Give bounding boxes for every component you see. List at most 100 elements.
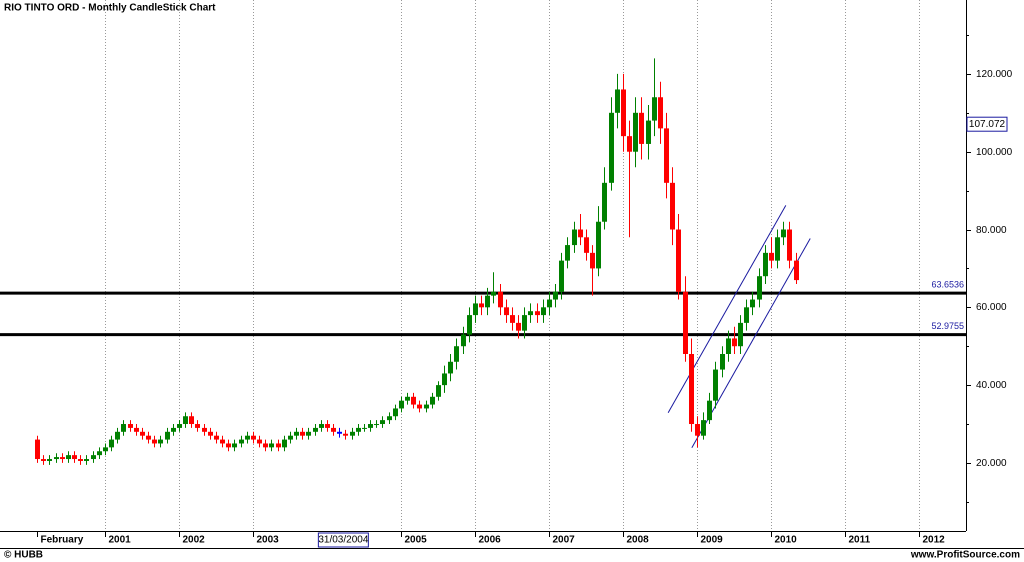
candle-body: [78, 459, 83, 461]
x-tick-label: 2005: [405, 535, 428, 546]
candle-body: [140, 431, 145, 436]
candle-body: [738, 322, 743, 347]
candle-body: [553, 291, 558, 300]
candle-body: [47, 459, 52, 461]
candle-body: [411, 396, 416, 405]
candle-body: [424, 404, 429, 409]
price-marker-box: [966, 116, 1008, 132]
x-tick-label: 2003: [257, 535, 280, 546]
candle-body: [343, 433, 348, 436]
candle-body: [787, 229, 792, 261]
x-tick-label: 2001: [109, 535, 132, 546]
candle-body: [750, 299, 755, 308]
candle-body: [269, 443, 274, 448]
price-marker-label: 107.072: [969, 119, 1006, 130]
candle-body: [732, 338, 737, 347]
candle-body: [602, 182, 607, 222]
candle-body: [794, 260, 799, 281]
candle-body: [91, 455, 96, 460]
candle-body: [498, 291, 503, 308]
candle-body: [165, 431, 170, 440]
candle-body: [522, 315, 527, 331]
candle-body: [541, 307, 546, 316]
candle-body: [288, 435, 293, 440]
level-label: 63.6536: [931, 279, 964, 289]
candle-body: [380, 420, 385, 425]
candle-body: [115, 431, 120, 440]
candle-body: [276, 443, 281, 448]
x-tick-label: 2010: [775, 535, 798, 546]
candle-body: [781, 229, 786, 238]
y-tick-label: 80.000: [976, 225, 1007, 236]
y-tick-label: 40.000: [976, 380, 1007, 391]
candle-body: [713, 369, 718, 401]
candle-body: [158, 439, 163, 444]
candle-body: [454, 346, 459, 362]
candle-body: [54, 457, 59, 460]
candle-body: [646, 120, 651, 144]
candle-body: [109, 439, 114, 448]
candle-body: [417, 404, 422, 409]
cursor-label: 31/03/2004: [318, 535, 368, 546]
candle-body: [134, 427, 139, 432]
candle-body: [350, 431, 355, 436]
candle-body: [195, 424, 200, 428]
candle-body: [319, 424, 324, 428]
candle-body: [121, 424, 126, 432]
candle-body: [485, 295, 490, 308]
candle-body: [707, 400, 712, 421]
candle-body: [257, 439, 262, 444]
candle-body: [282, 439, 287, 448]
x-tick-label: 2012: [923, 535, 946, 546]
candle-body: [621, 89, 626, 137]
candle-body: [337, 431, 342, 434]
candle-body: [374, 424, 379, 426]
candle-body: [152, 439, 157, 444]
candle-body: [294, 431, 299, 436]
candle-body: [596, 221, 601, 269]
candle-body: [245, 435, 250, 440]
candle-body: [744, 307, 749, 323]
candle-body: [461, 334, 466, 347]
candle-body: [103, 447, 108, 452]
candle-body: [202, 427, 207, 432]
candle-body: [72, 455, 77, 460]
candle-body: [208, 431, 213, 436]
candle-body: [609, 112, 614, 183]
candle-body: [504, 307, 509, 316]
candle-body: [670, 182, 675, 230]
candle-body: [356, 427, 361, 432]
x-tick-label: 2006: [479, 535, 502, 546]
candle-body: [479, 303, 484, 308]
candle-body: [683, 291, 688, 354]
candle-body: [559, 260, 564, 292]
candle-body: [263, 443, 268, 448]
y-tick-label: 100.000: [976, 147, 1013, 158]
x-tick-label: 2009: [701, 535, 724, 546]
candle-body: [467, 315, 472, 335]
candle-body: [387, 416, 392, 421]
candle-body: [757, 276, 762, 300]
candle-body: [547, 299, 552, 308]
candle-body: [491, 291, 496, 296]
candle-body: [769, 252, 774, 261]
candle-body: [146, 435, 151, 440]
candle-body: [565, 245, 570, 261]
candle-body: [676, 229, 681, 292]
candle-body: [448, 361, 453, 374]
candle-body: [639, 112, 644, 144]
trend-line: [667, 205, 787, 413]
candle-body: [652, 97, 657, 121]
candle-body: [214, 435, 219, 440]
candle-body: [84, 459, 89, 461]
candle-body: [239, 439, 244, 444]
candle-body: [393, 408, 398, 417]
candle-body: [590, 252, 595, 269]
footer-left: © HUBB: [4, 550, 43, 561]
candle-body: [701, 420, 706, 436]
candle-body: [97, 451, 102, 456]
candle-body: [510, 315, 515, 323]
candle-body: [41, 459, 46, 461]
x-tick-label: 2002: [183, 535, 206, 546]
